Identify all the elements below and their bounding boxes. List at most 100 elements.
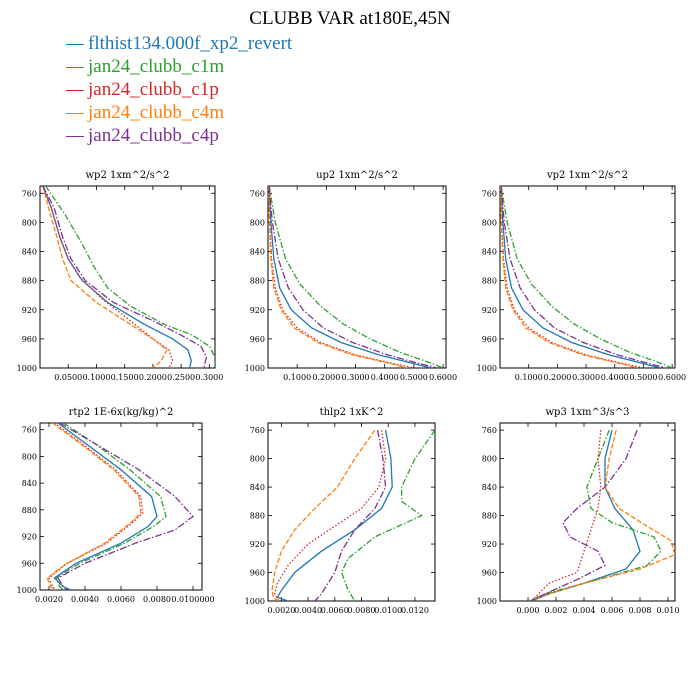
- x-tick-label: 0.3000: [572, 373, 600, 382]
- y-tick-label: 760: [482, 426, 497, 435]
- y-tick-label: 1000: [17, 586, 37, 595]
- plot-frame: [267, 422, 436, 602]
- y-tick-label: 960: [250, 335, 265, 344]
- y-tick-label: 960: [22, 335, 37, 344]
- y-tick-label: 880: [250, 277, 265, 286]
- series-line-jan24_clubb_c1m: [268, 186, 444, 368]
- legend-label: jan24_clubb_c4m: [88, 102, 225, 123]
- x-tick-label: 0.4000: [601, 373, 629, 382]
- x-tick-label: 0.008: [629, 606, 652, 615]
- legend-swatch: [66, 136, 84, 138]
- legend-label: jan24_clubb_c1m: [88, 56, 225, 77]
- y-tick-label: 920: [482, 540, 497, 549]
- x-tick-label: 0.6000: [658, 373, 686, 382]
- plot-frame: [267, 185, 447, 369]
- panel-title: rtp2 1E-6x(kg/kg)^2: [69, 407, 174, 418]
- legend-entry-c4p: jan24_clubb_c4p: [66, 124, 292, 147]
- y-tick-label: 880: [482, 512, 497, 521]
- legend-label: flthist134.000f_xp2_revert: [88, 33, 293, 54]
- x-tick-label: 0.0500: [54, 373, 82, 382]
- y-tick-label: 880: [250, 512, 265, 521]
- x-tick-label: 0.2000: [139, 373, 167, 382]
- y-tick-label: 800: [22, 218, 37, 227]
- page-title: CLUBB VAR at180E,45N: [249, 8, 451, 29]
- series-line-jan24_clubb_c4p: [268, 186, 438, 368]
- series-line-jan24_clubb_c1p: [268, 186, 415, 368]
- y-tick-label: 880: [22, 506, 37, 515]
- legend-entry-c1m: jan24_clubb_c1m: [66, 55, 292, 78]
- series-line-jan24_clubb_c1m: [527, 429, 662, 601]
- x-tick-label: 0.3000: [342, 373, 370, 382]
- y-tick-label: 800: [250, 455, 265, 464]
- y-tick-label: 800: [482, 218, 497, 227]
- y-tick-label: 960: [22, 559, 37, 568]
- x-tick-label: 0.1000: [515, 373, 543, 382]
- x-tick-label: 0.000: [517, 606, 540, 615]
- series-line-jan24_clubb_c1m: [340, 429, 435, 601]
- y-tick-label: 920: [22, 306, 37, 315]
- y-tick-label: 920: [22, 533, 37, 542]
- series-line-jan24_clubb_c1p: [42, 186, 174, 368]
- series-line-jan24_clubb_c1p: [274, 430, 387, 601]
- series-line-jan24_clubb_c4m: [531, 429, 675, 601]
- panel-3: vp2 1xm^2/s^2 760 800 840 880 920 960 1000 0.100…: [477, 170, 686, 382]
- panel-1: wp2 1xm^2/s^2 760 800 840 880 920 960 1000 0.050…: [17, 170, 224, 382]
- x-tick-label: 0.5000: [400, 373, 428, 382]
- panel-title: thlp2 1xK^2: [320, 407, 384, 418]
- y-tick-label: 840: [22, 479, 37, 488]
- series-line-flthist134.000f_xp2_revert: [276, 429, 393, 601]
- legend-swatch: [66, 67, 84, 69]
- plot-frame: [499, 185, 676, 369]
- x-tick-label: 0.0080: [348, 606, 376, 615]
- x-tick-label: 0.0120: [401, 606, 429, 615]
- x-tick-label: 0.1500: [111, 373, 139, 382]
- x-tick-label: 0.2000: [312, 373, 340, 382]
- x-tick-label: 0.0040: [294, 606, 322, 615]
- y-tick-label: 760: [250, 426, 265, 435]
- plot-frame: [499, 422, 676, 602]
- series-line-jan24_clubb_c4m: [268, 186, 409, 368]
- y-tick-label: 1000: [245, 597, 265, 606]
- y-tick-label: 760: [250, 189, 265, 198]
- y-tick-label: 960: [482, 569, 497, 578]
- y-tick-label: 800: [22, 452, 37, 461]
- y-tick-label: 760: [22, 426, 37, 435]
- panel-title: up2 1xm^2/s^2: [316, 170, 398, 181]
- x-tick-label: 0.0080: [143, 595, 171, 604]
- panel-title: wp3 1xm^3/s^3: [546, 407, 630, 418]
- y-tick-label: 840: [250, 248, 265, 257]
- series-line-jan24_clubb_c4m: [271, 429, 376, 601]
- y-tick-label: 800: [482, 455, 497, 464]
- series-line-jan24_clubb_c4p: [530, 429, 638, 601]
- x-tick-label: 0.4000: [371, 373, 399, 382]
- x-tick-label: 0.0060: [321, 606, 349, 615]
- y-tick-label: 1000: [245, 364, 265, 373]
- x-tick-label: 0.5000: [629, 373, 657, 382]
- y-tick-label: 920: [482, 306, 497, 315]
- series-line-jan24_clubb_c1p: [500, 186, 644, 368]
- series-line-jan24_clubb_c1p: [48, 423, 144, 590]
- x-tick-label: 0.0100000: [171, 595, 214, 604]
- panel-title: wp2 1xm^2/s^2: [86, 170, 170, 181]
- series-line-jan24_clubb_c4p: [500, 186, 667, 368]
- x-tick-label: 0.010: [657, 606, 680, 615]
- x-tick-label: 0.0020: [267, 606, 295, 615]
- series-line-jan24_clubb_c4m: [46, 423, 142, 590]
- series-line-jan24_clubb_c1m: [500, 186, 673, 368]
- legend-label: jan24_clubb_c4p: [88, 125, 219, 146]
- panel-5: thlp2 1xK^276080084088092096010000.00200…: [245, 407, 436, 615]
- x-tick-label: 0.2000: [543, 373, 571, 382]
- x-tick-label: 0.006: [601, 606, 624, 615]
- y-tick-label: 1000: [17, 364, 37, 373]
- y-tick-label: 760: [482, 189, 497, 198]
- panel-2: up2 1xm^2/s^2 760 800 840 880 920 960 1000 0.100…: [245, 170, 457, 382]
- x-tick-label: 0.004: [573, 606, 596, 615]
- panel-6: wp3 1xm^3/s^3 760 800 840 880 920 960 1000 0.000…: [477, 407, 680, 615]
- series-line-jan24_clubb_c4m: [500, 186, 638, 368]
- series-line-jan24_clubb_c4p: [42, 186, 208, 368]
- series-line-flthist134.000f_xp2_revert: [53, 423, 158, 590]
- y-tick-label: 880: [22, 277, 37, 286]
- y-tick-label: 880: [482, 277, 497, 286]
- legend-swatch: [66, 90, 84, 92]
